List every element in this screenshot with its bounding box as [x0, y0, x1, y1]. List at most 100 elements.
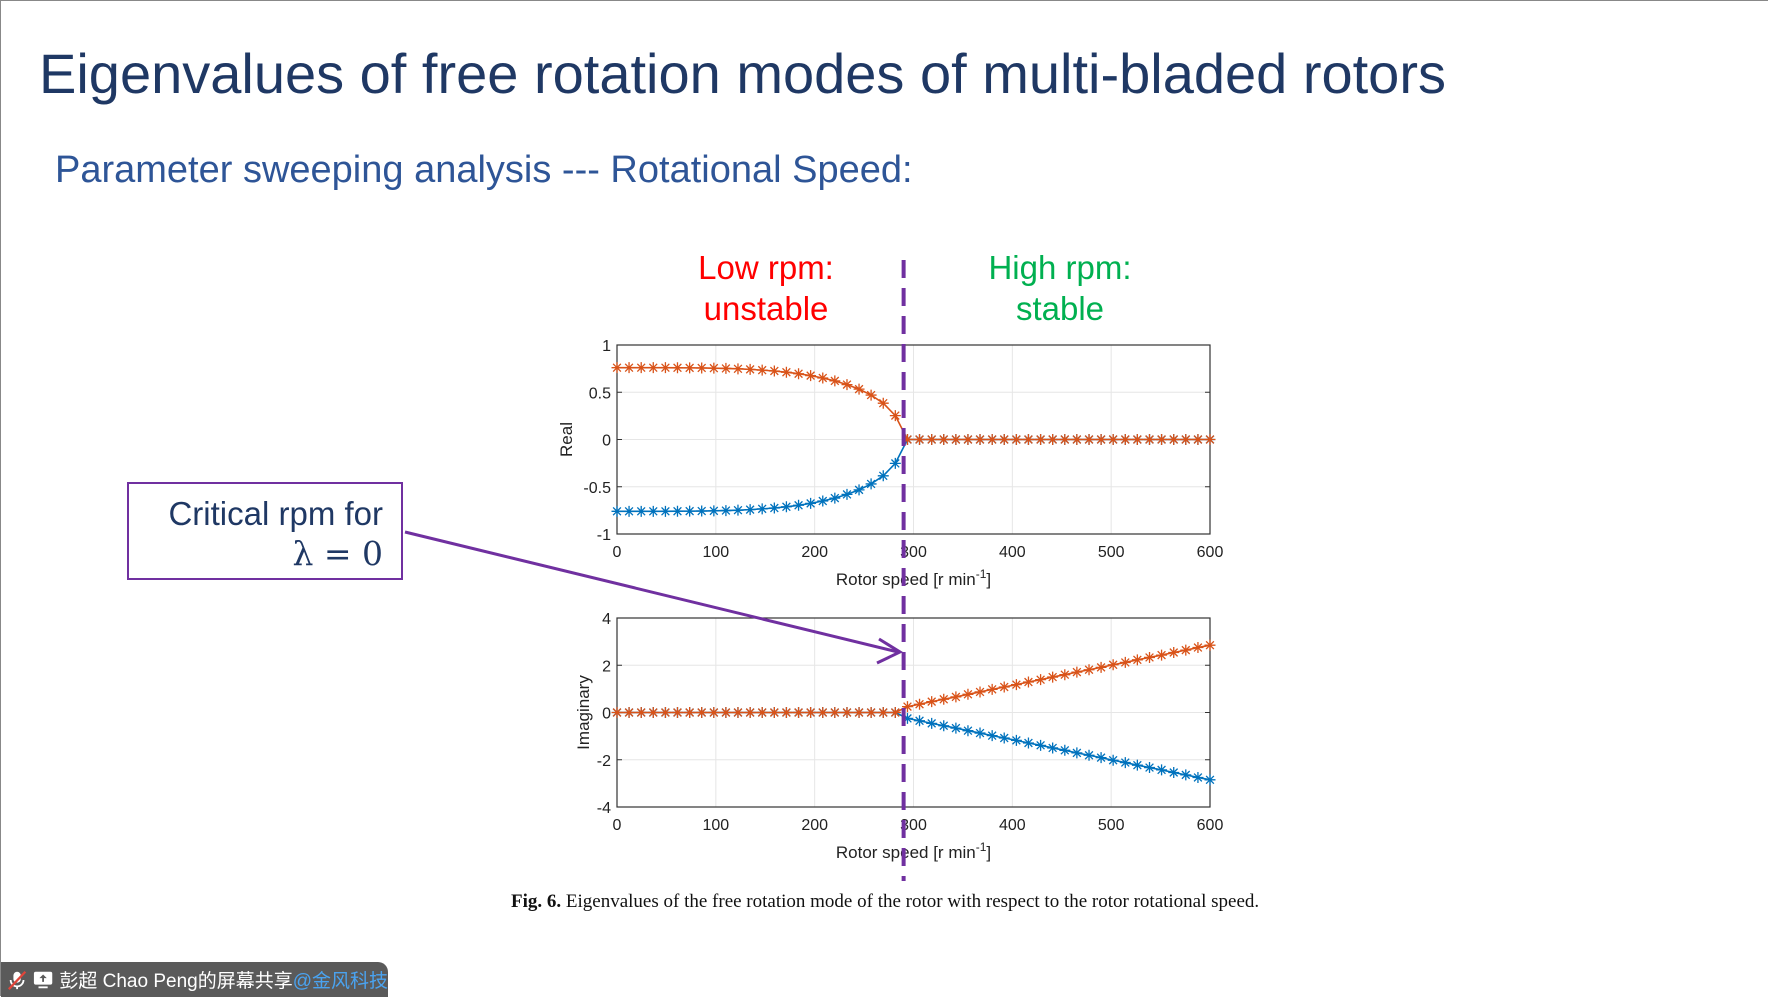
- critical-rpm-callout: Critical rpm for λ = 0: [127, 482, 403, 580]
- data-point-marker: [780, 707, 792, 718]
- data-point-marker: [1131, 759, 1143, 771]
- data-point-marker: [1022, 434, 1034, 445]
- data-point-marker: [1059, 434, 1071, 445]
- data-point-marker: [684, 505, 696, 517]
- data-point-marker: [659, 505, 671, 517]
- x-axis-label: Rotor speed [r min-1]: [836, 567, 991, 589]
- data-point-marker: [1083, 434, 1095, 445]
- data-point-marker: [1059, 744, 1071, 756]
- y-tick-label: -2: [597, 753, 611, 770]
- data-point-marker: [962, 725, 974, 737]
- data-point-marker: [805, 497, 817, 509]
- data-point-marker: [623, 505, 635, 517]
- data-point-marker: [744, 707, 756, 718]
- screen-share-icon[interactable]: [33, 970, 53, 990]
- critical-rpm-label: Critical rpm for: [168, 495, 383, 532]
- data-point-marker: [1192, 434, 1204, 445]
- data-point-marker: [720, 707, 732, 718]
- caption-text: Eigenvalues of the free rotation mode of…: [561, 891, 1260, 912]
- chart-panel-real: 0 100 200 300 400 500 600 1 0.5 0 -0.5 -1 Real Rotor …: [557, 338, 1223, 589]
- data-point-marker: [1180, 769, 1192, 781]
- data-point-marker: [1180, 434, 1192, 445]
- data-point-marker: [901, 712, 913, 724]
- x-tick-label: 500: [1098, 817, 1125, 834]
- data-point-marker: [1022, 737, 1034, 749]
- high-rpm-label-line2: stable: [1015, 290, 1105, 327]
- data-point-marker: [1204, 434, 1216, 445]
- y-axis-label: Real: [557, 422, 576, 457]
- data-point-marker: [768, 502, 780, 514]
- data-point-marker: [756, 503, 768, 515]
- data-point-marker: [1156, 764, 1168, 776]
- data-point-marker: [732, 504, 744, 516]
- data-point-marker: [1035, 434, 1047, 445]
- data-point-marker: [1144, 762, 1156, 774]
- data-point-marker: [1156, 649, 1168, 661]
- y-tick-label: -0.5: [583, 480, 611, 497]
- x-tick-label: 600: [1197, 544, 1224, 561]
- data-point-marker: [1095, 661, 1107, 673]
- data-point-marker: [974, 686, 986, 698]
- data-point-marker: [950, 434, 962, 445]
- data-point-marker: [696, 362, 708, 374]
- lambda-equation: λ = 0: [292, 534, 383, 573]
- y-tick-label: 1: [602, 338, 611, 355]
- data-point-marker: [926, 717, 938, 729]
- slide-subtitle: Parameter sweeping analysis --- Rotation…: [55, 149, 913, 191]
- y-tick-label: -1: [597, 527, 611, 544]
- screen-share-bar[interactable]: 彭超 Chao Peng的屏幕共享 @金风科技: [1, 962, 388, 997]
- data-point-marker: [793, 499, 805, 511]
- data-point-marker: [817, 707, 829, 718]
- data-point-marker: [853, 383, 865, 395]
- data-point-marker: [889, 410, 901, 422]
- low-rpm-label: Low rpm: unstable: [636, 247, 896, 329]
- data-point-marker: [1035, 739, 1047, 751]
- low-rpm-label-line1: Low rpm:: [698, 249, 834, 286]
- data-point-marker: [1119, 434, 1131, 445]
- data-point-marker: [659, 707, 671, 718]
- data-point-marker: [1022, 676, 1034, 688]
- mic-muted-icon[interactable]: [7, 969, 27, 991]
- data-point-marker: [756, 707, 768, 718]
- data-point-marker: [865, 478, 877, 490]
- data-point-marker: [1071, 434, 1083, 445]
- data-point-marker: [780, 366, 792, 378]
- data-point-marker: [720, 505, 732, 517]
- x-tick-label: 500: [1098, 544, 1125, 561]
- data-point-marker: [1095, 434, 1107, 445]
- data-point-marker: [901, 434, 913, 445]
- y-tick-label: 4: [602, 611, 611, 628]
- data-point-marker: [1083, 664, 1095, 676]
- data-point-marker: [696, 707, 708, 718]
- data-point-marker: [829, 492, 841, 504]
- data-point-marker: [1010, 734, 1022, 746]
- data-point-marker: [853, 484, 865, 496]
- data-point-marker: [998, 434, 1010, 445]
- data-point-marker: [841, 488, 853, 500]
- data-point-marker: [938, 434, 950, 445]
- data-point-marker: [986, 683, 998, 695]
- data-point-marker: [974, 434, 986, 445]
- data-point-marker: [986, 434, 998, 445]
- data-point-marker: [901, 701, 913, 713]
- data-point-marker: [877, 397, 889, 409]
- y-tick-label: -4: [597, 800, 611, 817]
- x-tick-label: 200: [801, 817, 828, 834]
- arrowhead-icon: [876, 637, 904, 665]
- data-point-marker: [635, 362, 647, 374]
- y-tick-label: 0: [602, 706, 611, 723]
- data-point-marker: [914, 698, 926, 710]
- data-point-marker: [732, 363, 744, 375]
- low-rpm-label-line2: unstable: [703, 290, 829, 327]
- data-point-marker: [889, 457, 901, 469]
- data-point-marker: [829, 375, 841, 387]
- data-point-marker: [1071, 747, 1083, 759]
- data-point-marker: [1168, 434, 1180, 445]
- data-point-marker: [756, 364, 768, 376]
- data-point-marker: [950, 691, 962, 703]
- data-point-marker: [998, 732, 1010, 744]
- data-point-marker: [889, 707, 901, 718]
- data-point-marker: [1071, 666, 1083, 678]
- share-bar-org: @金风科技: [292, 971, 388, 992]
- data-point-marker: [1204, 639, 1216, 651]
